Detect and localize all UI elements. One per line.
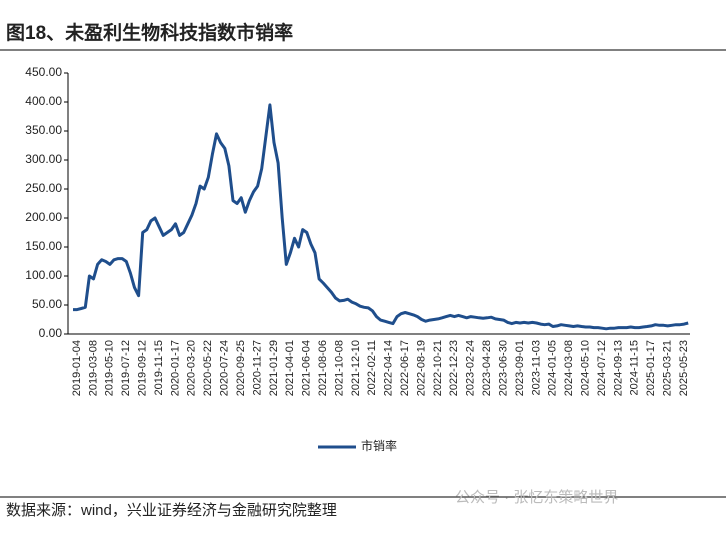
y-tick-label: 400.00 (25, 94, 62, 108)
watermark: 公众号 · 张忆东策略世界 (455, 489, 618, 506)
x-tick-label: 2022-12-23 (448, 340, 460, 396)
y-tick-label: 450.00 (25, 65, 62, 79)
source-note: 数据来源：wind，兴业证券经济与金融研究院整理 (6, 501, 337, 519)
x-tick-label: 2021-10-08 (333, 340, 345, 396)
y-tick-label: 100.00 (25, 268, 62, 282)
x-tick-label: 2024-01-05 (547, 340, 559, 396)
x-tick-label: 2025-05-23 (678, 340, 690, 396)
x-tick-label: 2024-07-12 (596, 340, 608, 396)
x-tick-label: 2022-06-17 (399, 340, 411, 396)
x-tick-label: 2022-04-14 (383, 340, 395, 396)
y-tick-label: 350.00 (25, 123, 62, 137)
x-tick-label: 2019-05-10 (104, 340, 116, 396)
x-tick-label: 2024-11-15 (629, 340, 641, 395)
series-line (73, 103, 689, 331)
y-tick-label: 300.00 (25, 152, 62, 166)
x-tick-label: 2025-03-21 (662, 340, 674, 396)
x-tick-label: 2021-04-01 (284, 340, 296, 396)
x-tick-label: 2020-07-24 (219, 340, 231, 396)
x-tick-label: 2024-05-10 (579, 340, 591, 396)
x-tick-label: 2020-01-17 (169, 340, 181, 396)
legend-label: 市销率 (361, 438, 397, 453)
chart-title: 图18、未盈利生物科技指数市销率 (6, 21, 293, 44)
x-tick-label: 2024-03-08 (563, 340, 575, 396)
x-tick-label: 2019-01-04 (71, 340, 83, 396)
x-tick-label: 2020-09-25 (235, 340, 247, 396)
x-tick-label: 2021-12-10 (350, 340, 362, 396)
x-tick-label: 2021-01-29 (268, 340, 280, 396)
x-tick-label: 2019-03-08 (87, 340, 99, 396)
y-tick-label: 150.00 (25, 239, 62, 253)
x-tick-label: 2022-10-21 (432, 340, 444, 396)
x-tick-label: 2020-11-27 (251, 340, 263, 395)
x-tick-label: 2023-11-03 (530, 340, 542, 395)
x-tick-label: 2020-03-20 (186, 340, 198, 396)
x-tick-label: 2019-09-12 (137, 340, 149, 396)
x-tick-label: 2021-08-06 (317, 340, 329, 396)
x-tick-label: 2024-09-13 (612, 340, 624, 396)
x-tick-label: 2023-02-24 (465, 340, 477, 396)
x-tick-label: 2019-07-12 (120, 340, 132, 396)
x-tick-label: 2019-11-15 (153, 340, 165, 395)
y-tick-label: 50.00 (32, 297, 62, 311)
y-tick-label: 250.00 (25, 181, 62, 195)
x-tick-label: 2020-05-22 (202, 340, 214, 396)
y-tick-label: 200.00 (25, 210, 62, 224)
x-tick-label: 2022-02-11 (366, 340, 378, 395)
y-tick-label: 0.00 (39, 326, 63, 340)
x-tick-label: 2025-01-17 (645, 340, 657, 396)
x-tick-label: 2023-06-30 (497, 340, 509, 396)
x-tick-label: 2023-09-01 (514, 340, 526, 396)
x-tick-label: 2023-04-28 (481, 340, 493, 396)
x-tick-label: 2021-06-04 (301, 340, 313, 396)
x-tick-label: 2022-08-19 (415, 340, 427, 396)
